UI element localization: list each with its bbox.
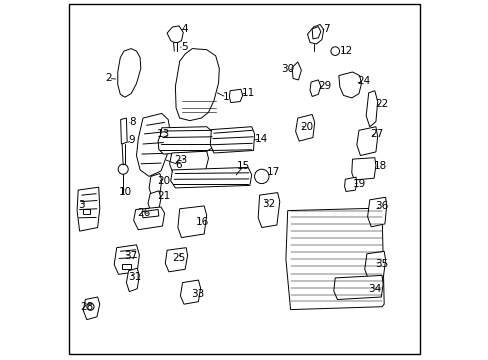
Text: 24: 24 bbox=[357, 76, 370, 86]
Text: 10: 10 bbox=[119, 186, 132, 197]
Polygon shape bbox=[114, 245, 139, 274]
Polygon shape bbox=[170, 167, 251, 188]
Text: 12: 12 bbox=[339, 46, 352, 56]
Polygon shape bbox=[77, 187, 100, 231]
Circle shape bbox=[330, 47, 339, 55]
Polygon shape bbox=[126, 268, 139, 292]
Text: 32: 32 bbox=[262, 199, 275, 210]
Polygon shape bbox=[169, 151, 208, 172]
Polygon shape bbox=[167, 26, 183, 42]
Text: 31: 31 bbox=[128, 272, 141, 282]
Polygon shape bbox=[285, 208, 384, 310]
Polygon shape bbox=[148, 191, 161, 212]
Text: 14: 14 bbox=[255, 134, 268, 144]
Polygon shape bbox=[295, 114, 314, 141]
Polygon shape bbox=[83, 209, 90, 214]
Text: 27: 27 bbox=[369, 129, 383, 139]
Polygon shape bbox=[366, 91, 377, 127]
Polygon shape bbox=[229, 89, 242, 103]
Text: 1: 1 bbox=[223, 92, 229, 102]
Polygon shape bbox=[133, 207, 164, 230]
Polygon shape bbox=[364, 251, 385, 279]
Text: 3: 3 bbox=[78, 200, 85, 210]
Text: 20: 20 bbox=[157, 176, 170, 186]
Text: 26: 26 bbox=[137, 208, 150, 218]
Text: 11: 11 bbox=[241, 88, 254, 98]
Text: 30: 30 bbox=[281, 64, 294, 74]
Polygon shape bbox=[136, 113, 170, 176]
Polygon shape bbox=[356, 127, 377, 156]
Text: 17: 17 bbox=[266, 167, 279, 177]
Text: 36: 36 bbox=[374, 201, 387, 211]
Polygon shape bbox=[210, 127, 254, 153]
Polygon shape bbox=[178, 206, 206, 238]
Polygon shape bbox=[344, 177, 356, 192]
Polygon shape bbox=[258, 193, 279, 228]
Text: 6: 6 bbox=[175, 160, 182, 170]
Text: 5: 5 bbox=[181, 42, 187, 52]
Polygon shape bbox=[83, 297, 100, 320]
Text: 22: 22 bbox=[375, 99, 388, 109]
Text: 13: 13 bbox=[157, 129, 170, 139]
Polygon shape bbox=[307, 24, 323, 44]
Circle shape bbox=[118, 164, 128, 174]
Text: 28: 28 bbox=[80, 302, 93, 312]
Polygon shape bbox=[121, 118, 127, 144]
Text: 37: 37 bbox=[124, 251, 138, 261]
Polygon shape bbox=[118, 49, 141, 97]
Polygon shape bbox=[309, 80, 320, 96]
Text: 4: 4 bbox=[182, 24, 188, 34]
Text: 34: 34 bbox=[367, 284, 381, 294]
Polygon shape bbox=[311, 27, 320, 39]
Text: 7: 7 bbox=[323, 24, 329, 34]
Text: 33: 33 bbox=[191, 289, 204, 300]
Polygon shape bbox=[149, 174, 162, 196]
Circle shape bbox=[254, 169, 268, 184]
Text: 20: 20 bbox=[299, 122, 312, 132]
Polygon shape bbox=[333, 275, 382, 300]
Text: 29: 29 bbox=[317, 81, 330, 91]
Polygon shape bbox=[291, 62, 301, 80]
Text: 25: 25 bbox=[172, 253, 185, 264]
Text: 15: 15 bbox=[237, 161, 250, 171]
Polygon shape bbox=[158, 127, 215, 154]
Polygon shape bbox=[338, 72, 361, 98]
Polygon shape bbox=[142, 210, 159, 218]
Polygon shape bbox=[351, 158, 375, 180]
Text: 8: 8 bbox=[129, 117, 135, 127]
Polygon shape bbox=[180, 280, 200, 304]
Text: 35: 35 bbox=[374, 258, 387, 269]
Text: 19: 19 bbox=[352, 179, 366, 189]
Text: 23: 23 bbox=[173, 155, 187, 165]
Circle shape bbox=[87, 303, 94, 310]
Text: 9: 9 bbox=[129, 135, 135, 145]
Polygon shape bbox=[175, 49, 219, 121]
Text: 16: 16 bbox=[195, 217, 208, 228]
Polygon shape bbox=[122, 264, 131, 269]
Text: 21: 21 bbox=[157, 191, 170, 201]
Text: 2: 2 bbox=[105, 73, 111, 84]
Polygon shape bbox=[165, 248, 187, 272]
Polygon shape bbox=[367, 197, 386, 227]
Text: 18: 18 bbox=[373, 161, 386, 171]
